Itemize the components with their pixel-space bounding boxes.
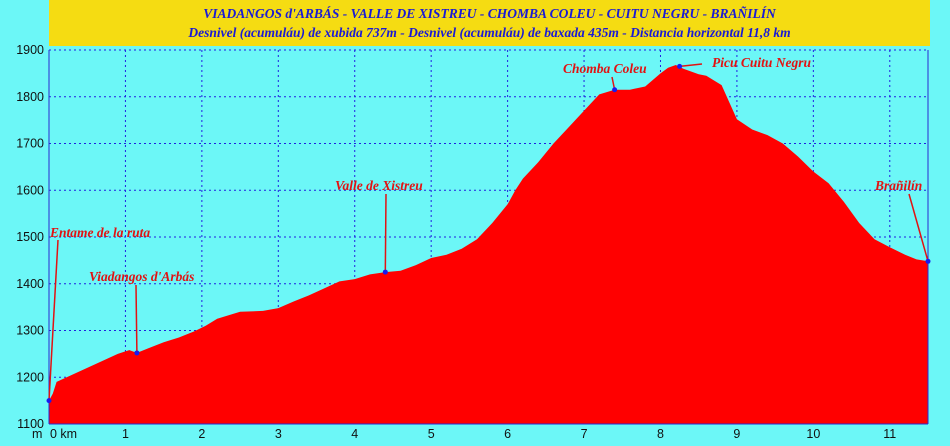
annotation-leader-line [679, 63, 703, 68]
waypoint-marker [382, 269, 388, 275]
y-axis-unit-label: m [32, 427, 42, 441]
annotation-label: Chomba Coleu [563, 61, 647, 76]
annotations: Entame de la ruta Viadangos d'Arbás Valle … [46, 55, 931, 404]
annotation-label: Picu Cuitu Negru [712, 55, 812, 70]
annotation-label: Entame de la ruta [49, 225, 150, 240]
x-tick-label: 8 [657, 427, 664, 441]
y-tick-label: 1400 [16, 277, 44, 291]
elevation-profile-area [49, 65, 928, 424]
x-tick-label: 3 [275, 427, 282, 441]
x-tick-label: 0 km [50, 427, 77, 441]
axis-layer [48, 50, 929, 425]
y-tick-label: 1800 [16, 90, 44, 104]
waypoint-marker [46, 398, 52, 404]
y-tick-label: 1600 [16, 183, 44, 197]
x-tick-label: 5 [428, 427, 435, 441]
chart-title-box: VIADANGOS d'ARBÁS - VALLE DE XISTREU - C… [49, 0, 930, 46]
annotation-leader-line [135, 284, 138, 353]
annotation-leader-line [384, 193, 387, 273]
x-tick-label: 9 [733, 427, 740, 441]
y-tick-label: 1200 [16, 370, 44, 384]
chart-subtitle: Desnivel (acumuláu) de xubida 737m - Des… [188, 25, 791, 40]
annotation-label: Valle de Xistreu [335, 178, 423, 193]
y-tick-label: 1700 [16, 137, 44, 151]
x-tick-label: 1 [122, 427, 129, 441]
waypoint-marker [925, 258, 931, 264]
annotation-leader-line [908, 193, 929, 262]
y-tick-label: 1300 [16, 324, 44, 338]
x-tick-label: 4 [351, 427, 358, 441]
waypoint-marker [612, 87, 618, 93]
x-tick-label: 11 [883, 427, 896, 441]
waypoint-marker [677, 63, 683, 69]
chart-title: VIADANGOS d'ARBÁS - VALLE DE XISTREU - C… [203, 6, 776, 21]
x-tick-label: 7 [581, 427, 588, 441]
waypoint-marker [134, 350, 140, 356]
annotation-label: Brañilín [874, 178, 922, 193]
x-tick-label: 6 [504, 427, 511, 441]
y-tick-label: 1900 [16, 43, 44, 57]
x-tick-label: 10 [806, 427, 820, 441]
tick-labels: 1100 1200 1300 1400 1500 1600 1700 1800 1900 0 km… [16, 43, 896, 441]
annotation-label: Viadangos d'Arbás [89, 269, 194, 284]
x-tick-label: 2 [198, 427, 205, 441]
y-tick-label: 1100 [17, 417, 44, 431]
annotation-leader-line [48, 239, 59, 401]
y-tick-label: 1500 [16, 230, 44, 244]
